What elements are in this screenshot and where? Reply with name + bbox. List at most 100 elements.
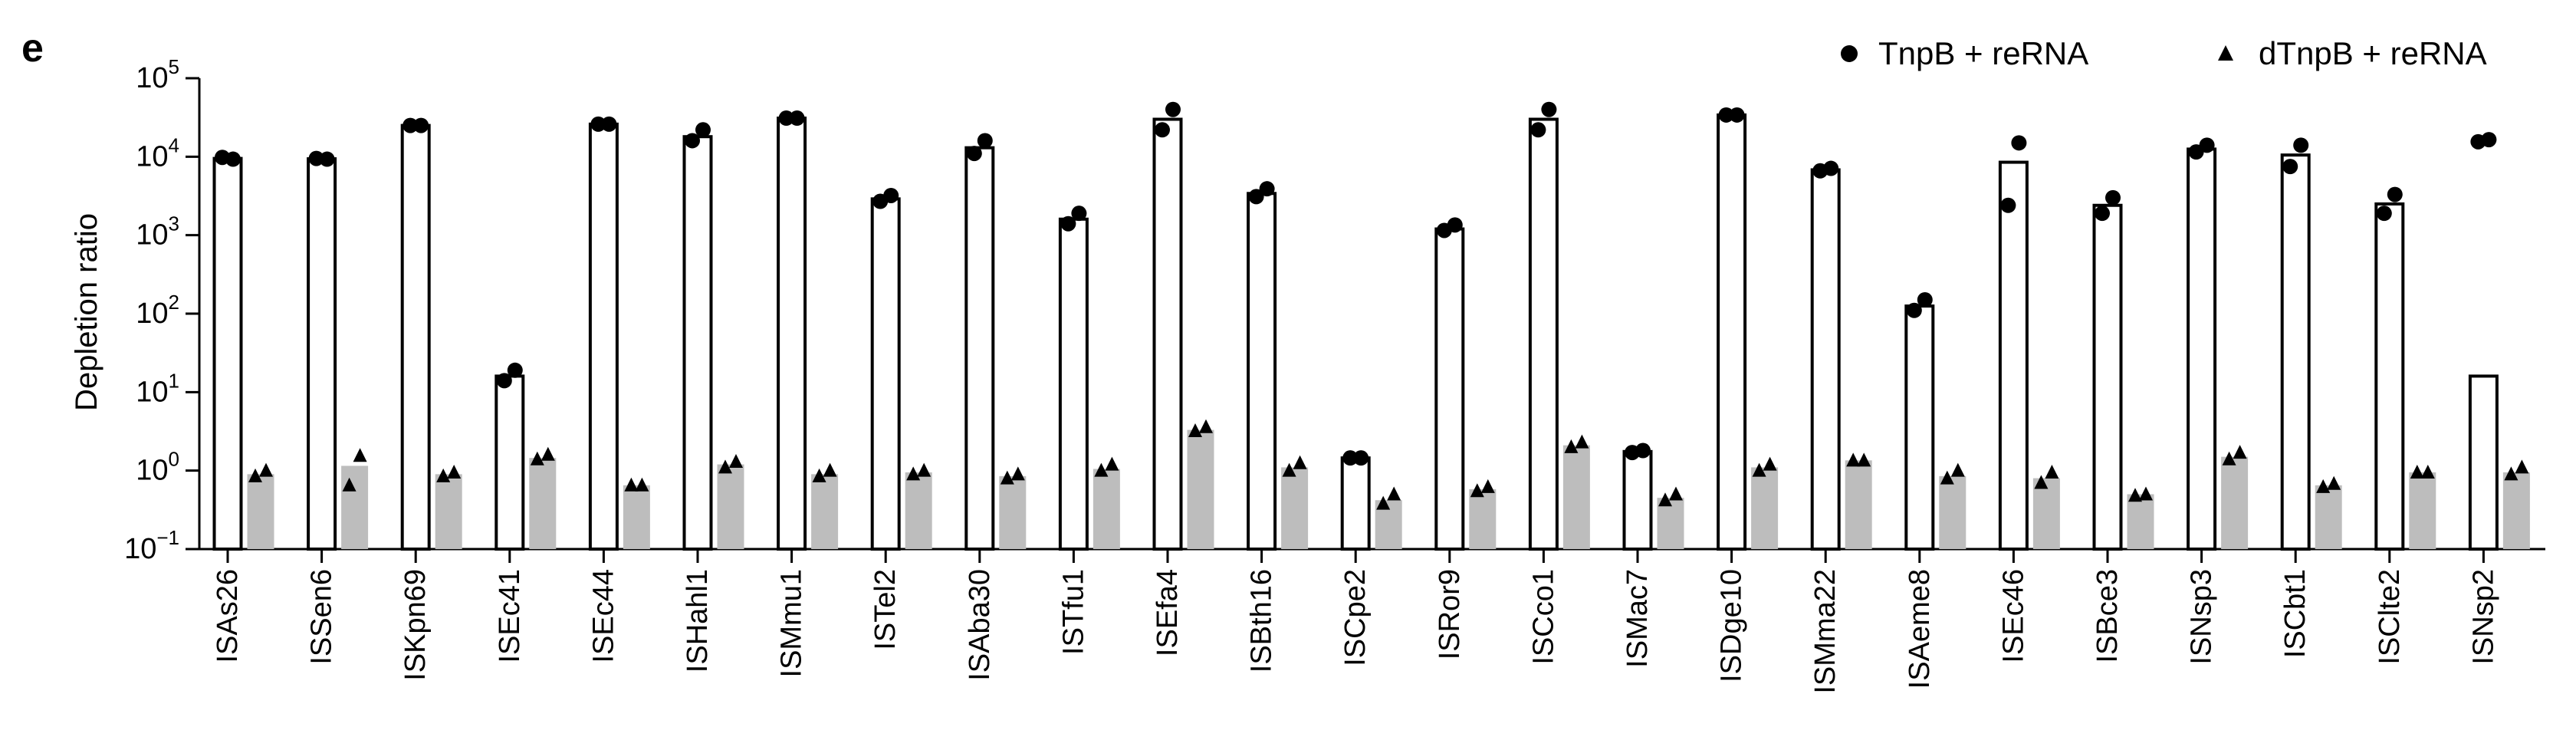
bar-dtnpb-4 [623,485,650,549]
point-tnpb-16-0 [1718,107,1734,123]
point-dtnpb-22-1 [2327,475,2341,490]
plot-area: 10−1 100 101 102 103 104 105 ISAs26 ISSen6 ISKpn6… [124,55,2545,694]
point-dtnpb-14-1 [1575,434,1589,449]
y-tick-label-2: 101 [136,369,179,408]
point-dtnpb-23-1 [2420,464,2435,479]
point-dtnpb-20-0 [2128,488,2142,502]
bar-dtnpb-14 [1562,445,1590,549]
point-dtnpb-6-1 [823,462,837,477]
bar-dtnpb-24 [2502,472,2530,549]
point-dtnpb-13-1 [1480,479,1495,493]
point-tnpb-8-0 [966,146,982,162]
bar-tnpb-10 [1152,117,1183,551]
y-tick-label-5: 104 [136,133,179,173]
bar-dtnpb-11 [1281,467,1309,549]
legend-label-dtnpb: dTnpB + reRNA [2259,35,2487,71]
point-tnpb-12-0 [1342,450,1359,466]
legend-triangle-marker [2218,45,2233,61]
bar-dtnpb-10 [1187,429,1214,549]
point-tnpb-1-1 [319,151,335,167]
point-tnpb-2-0 [402,117,419,133]
point-dtnpb-3-0 [530,451,544,465]
point-dtnpb-17-0 [1846,452,1861,467]
point-tnpb-0-1 [225,151,241,167]
bar-tnpb-11 [1247,192,1277,551]
bar-dtnpb-13 [1469,488,1497,549]
point-dtnpb-10-0 [1188,423,1202,437]
bar-dtnpb-23 [2409,472,2436,549]
bar-dtnpb-1 [341,465,369,549]
point-dtnpb-24-0 [2504,466,2518,481]
point-dtnpb-12-1 [1387,486,1401,501]
bar-dtnpb-2 [435,474,462,549]
bar-tnpb-15 [1622,449,1653,551]
x-tick-label-18: ISAeme8 [1904,569,1936,689]
bar-dtnpb-5 [717,464,744,549]
point-dtnpb-14-0 [1564,439,1579,453]
point-tnpb-23-1 [2387,186,2403,202]
x-tick-label-24: ISNsp2 [2467,569,2499,665]
bar-dtnpb-3 [529,458,557,549]
bar-tnpb-8 [964,146,995,551]
point-dtnpb-8-0 [1000,470,1014,485]
point-dtnpb-11-0 [1282,462,1296,477]
point-dtnpb-8-1 [1010,466,1025,481]
x-tick-label-1: ISSen6 [306,569,338,665]
point-tnpb-6-1 [789,110,805,127]
bar-tnpb-3 [495,374,525,551]
bar-dtnpb-19 [2032,478,2060,549]
bar-tnpb-17 [1810,168,1841,551]
bar-tnpb-4 [588,122,619,551]
x-tick-label-4: ISEc44 [587,569,619,663]
y-axis-label: Depletion ratio [70,213,104,411]
bar-dtnpb-8 [999,475,1027,549]
point-tnpb-21-1 [2199,137,2215,153]
point-tnpb-22-1 [2293,137,2309,153]
x-tick-label-15: ISMac7 [1622,569,1654,668]
x-tick-label-11: ISBth16 [1246,569,1278,673]
bar-tnpb-20 [2092,203,2123,551]
point-dtnpb-17-1 [1857,452,1871,467]
point-dtnpb-11-1 [1293,455,1307,469]
point-dtnpb-16-0 [1752,462,1766,477]
point-tnpb-9-0 [1060,215,1076,232]
bar-tnpb-23 [2374,202,2405,551]
point-dtnpb-9-0 [1094,462,1109,477]
point-dtnpb-5-1 [729,454,743,469]
y-tick-label-3: 102 [136,291,179,330]
point-tnpb-18-1 [1917,291,1933,308]
bar-tnpb-12 [1340,456,1371,551]
point-tnpb-18-0 [1906,302,1922,318]
point-tnpb-20-0 [2095,206,2110,222]
point-tnpb-8-1 [977,133,993,149]
point-dtnpb-0-0 [248,468,262,482]
bar-dtnpb-20 [2127,494,2154,549]
point-dtnpb-13-0 [1470,483,1484,498]
bar-tnpb-7 [870,197,901,551]
bar-dtnpb-17 [1845,460,1872,549]
bar-tnpb-2 [400,123,431,551]
point-tnpb-23-0 [2376,206,2392,222]
point-tnpb-10-1 [1165,101,1181,117]
x-tick-label-20: ISBce3 [2091,569,2124,663]
point-dtnpb-6-0 [812,468,826,482]
point-tnpb-14-1 [1541,101,1557,117]
point-dtnpb-7-0 [906,466,921,481]
point-tnpb-10-0 [1155,122,1170,138]
point-dtnpb-2-0 [436,468,451,482]
y-tick-label-4: 103 [136,212,179,252]
point-tnpb-16-1 [1729,107,1745,123]
point-tnpb-7-1 [883,187,899,203]
bar-tnpb-18 [1904,304,1935,551]
point-dtnpb-1-1 [353,448,367,462]
bar-tnpb-6 [777,117,807,551]
point-dtnpb-21-1 [2233,445,2247,459]
bar-dtnpb-9 [1092,469,1120,549]
point-dtnpb-22-0 [2316,479,2331,493]
point-tnpb-12-1 [1353,450,1369,466]
point-tnpb-3-1 [507,362,523,378]
point-dtnpb-24-1 [2515,459,2529,474]
point-dtnpb-19-0 [2034,475,2049,489]
bar-tnpb-5 [682,135,713,551]
